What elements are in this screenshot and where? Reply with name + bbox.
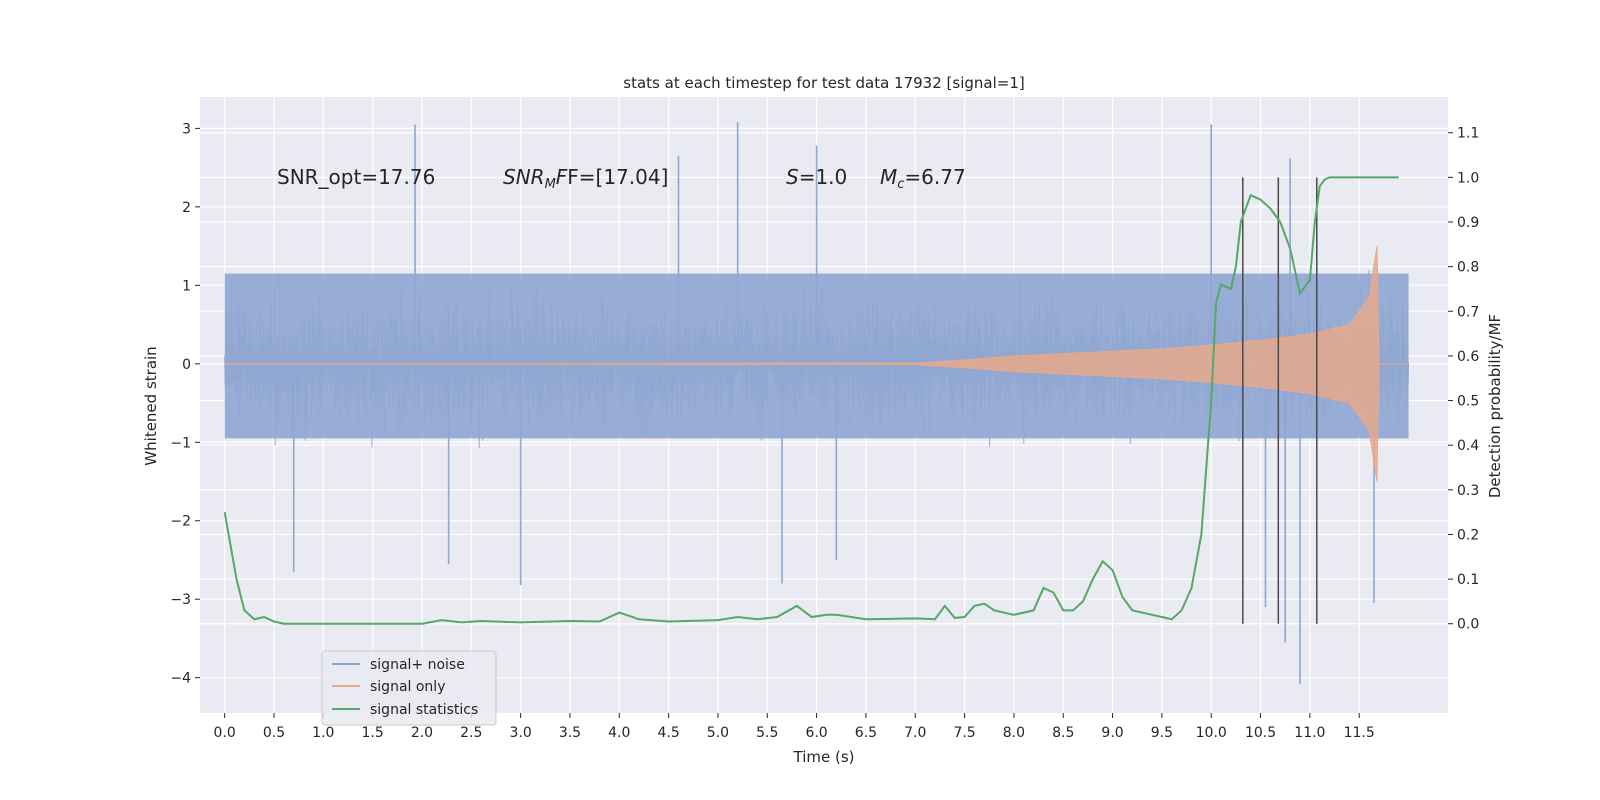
- x-tick-label: 6.5: [855, 725, 877, 741]
- y-left-tick-label: −1: [170, 435, 191, 451]
- y-axis-right-label: Detection probability/MF: [1486, 314, 1504, 498]
- legend-label-signal-statistics: signal statistics: [370, 702, 478, 718]
- annotation-snr-mf: SNRMFF=[17.04]: [503, 165, 668, 192]
- legend-label-signal-only: signal only: [370, 679, 445, 695]
- series-signal-statistics: [223, 176, 1399, 625]
- y-axis-left-ticks: 3 2 1 0 −1 −2 −3 −4: [170, 121, 200, 687]
- annotation-snr-mf-sub: M: [545, 177, 556, 192]
- annotation-mc-main: M: [880, 165, 897, 189]
- annotation-snr-mf-value: F=[17.04]: [567, 165, 668, 189]
- y-right-tick-label: 0.7: [1457, 304, 1479, 320]
- x-tick-label: 5.0: [707, 725, 729, 741]
- x-tick-label: 9.0: [1101, 725, 1123, 741]
- y-left-tick-label: −2: [170, 514, 191, 530]
- y-right-tick-label: 0.9: [1457, 215, 1479, 231]
- legend-box: [321, 650, 497, 726]
- x-tick-label: 2.0: [411, 725, 433, 741]
- x-tick-label: 7.5: [953, 725, 975, 741]
- x-tick-label: 1.5: [362, 725, 384, 741]
- y-right-tick-label: 0.0: [1457, 617, 1479, 633]
- y-left-tick-label: 1: [182, 278, 191, 294]
- annotation-mc-sub: c: [897, 177, 904, 192]
- y-left-tick-label: 3: [182, 121, 191, 137]
- x-tick-label: 8.5: [1052, 725, 1074, 741]
- y-right-tick-label: 0.6: [1457, 349, 1479, 365]
- y-right-tick-label: 0.3: [1457, 483, 1479, 499]
- x-tick-label: 7.0: [904, 725, 926, 741]
- chart-title: stats at each timestep for test data 179…: [623, 74, 1024, 92]
- annotation-mc-value: =6.77: [904, 165, 965, 189]
- y-left-tick-label: −4: [170, 671, 191, 687]
- x-tick-label: 6.0: [805, 725, 827, 741]
- annotation-snr-mf-f: F: [556, 165, 568, 189]
- y-left-tick-label: −3: [170, 592, 191, 608]
- x-tick-label: 4.5: [657, 725, 679, 741]
- annotation-snr-mf-main: SNR: [503, 165, 545, 189]
- x-tick-label: 9.5: [1151, 725, 1173, 741]
- x-tick-label: 8.0: [1003, 725, 1025, 741]
- y-left-tick-label: 0: [182, 357, 191, 373]
- y-right-tick-label: 0.8: [1457, 260, 1479, 276]
- detection-markers: [1242, 177, 1318, 624]
- x-tick-label: 10.5: [1245, 725, 1276, 741]
- x-tick-label: 11.5: [1344, 725, 1375, 741]
- y-left-tick-label: 2: [182, 200, 191, 216]
- y-right-tick-label: 0.1: [1457, 572, 1479, 588]
- x-tick-label: 2.5: [460, 725, 482, 741]
- signal-statistics-line: [223, 176, 1399, 625]
- annotation-s-main: S: [786, 165, 799, 189]
- x-tick-label: 11.0: [1294, 725, 1325, 741]
- y-axis-left-label: Whitened strain: [142, 346, 160, 465]
- x-tick-label: 4.0: [608, 725, 630, 741]
- x-tick-label: 3.0: [509, 725, 531, 741]
- x-tick-label: 0.5: [263, 725, 285, 741]
- x-tick-label: 3.5: [559, 725, 581, 741]
- annotation-s-value: =1.0: [799, 165, 848, 189]
- annotation-s: S=1.0: [786, 165, 847, 189]
- y-axis-right-ticks: 1.1 1.0 0.9 0.8 0.7 0.6 0.5 0.4 0.3 0.2 0.1 0.0: [1448, 126, 1479, 633]
- x-tick-label: 0.0: [214, 725, 236, 741]
- x-tick-label: 10.0: [1196, 725, 1227, 741]
- y-right-tick-label: 0.2: [1457, 527, 1479, 543]
- x-axis-label: Time (s): [793, 748, 855, 766]
- y-right-tick-label: 0.4: [1457, 438, 1479, 454]
- y-right-tick-label: 0.5: [1457, 394, 1479, 410]
- x-axis-ticks: 0.0 0.5 1.0 1.5 2.0 2.5 3.0 3.5 4.0 4.5 5.0 5.5 6.0 6…: [214, 713, 1375, 741]
- annotation-mc: Mc=6.77: [880, 165, 966, 192]
- annotation-snr-opt: SNR_opt=17.76: [277, 165, 435, 189]
- x-tick-label: 1.0: [312, 725, 334, 741]
- y-right-tick-label: 1.0: [1457, 170, 1479, 186]
- series-signal-only: [224, 246, 1409, 482]
- legend: signal+ noise signal only signal statist…: [321, 650, 497, 726]
- legend-label-signal-plus-noise: signal+ noise: [370, 657, 465, 673]
- x-tick-label: 5.5: [756, 725, 778, 741]
- y-right-tick-label: 1.1: [1457, 126, 1479, 142]
